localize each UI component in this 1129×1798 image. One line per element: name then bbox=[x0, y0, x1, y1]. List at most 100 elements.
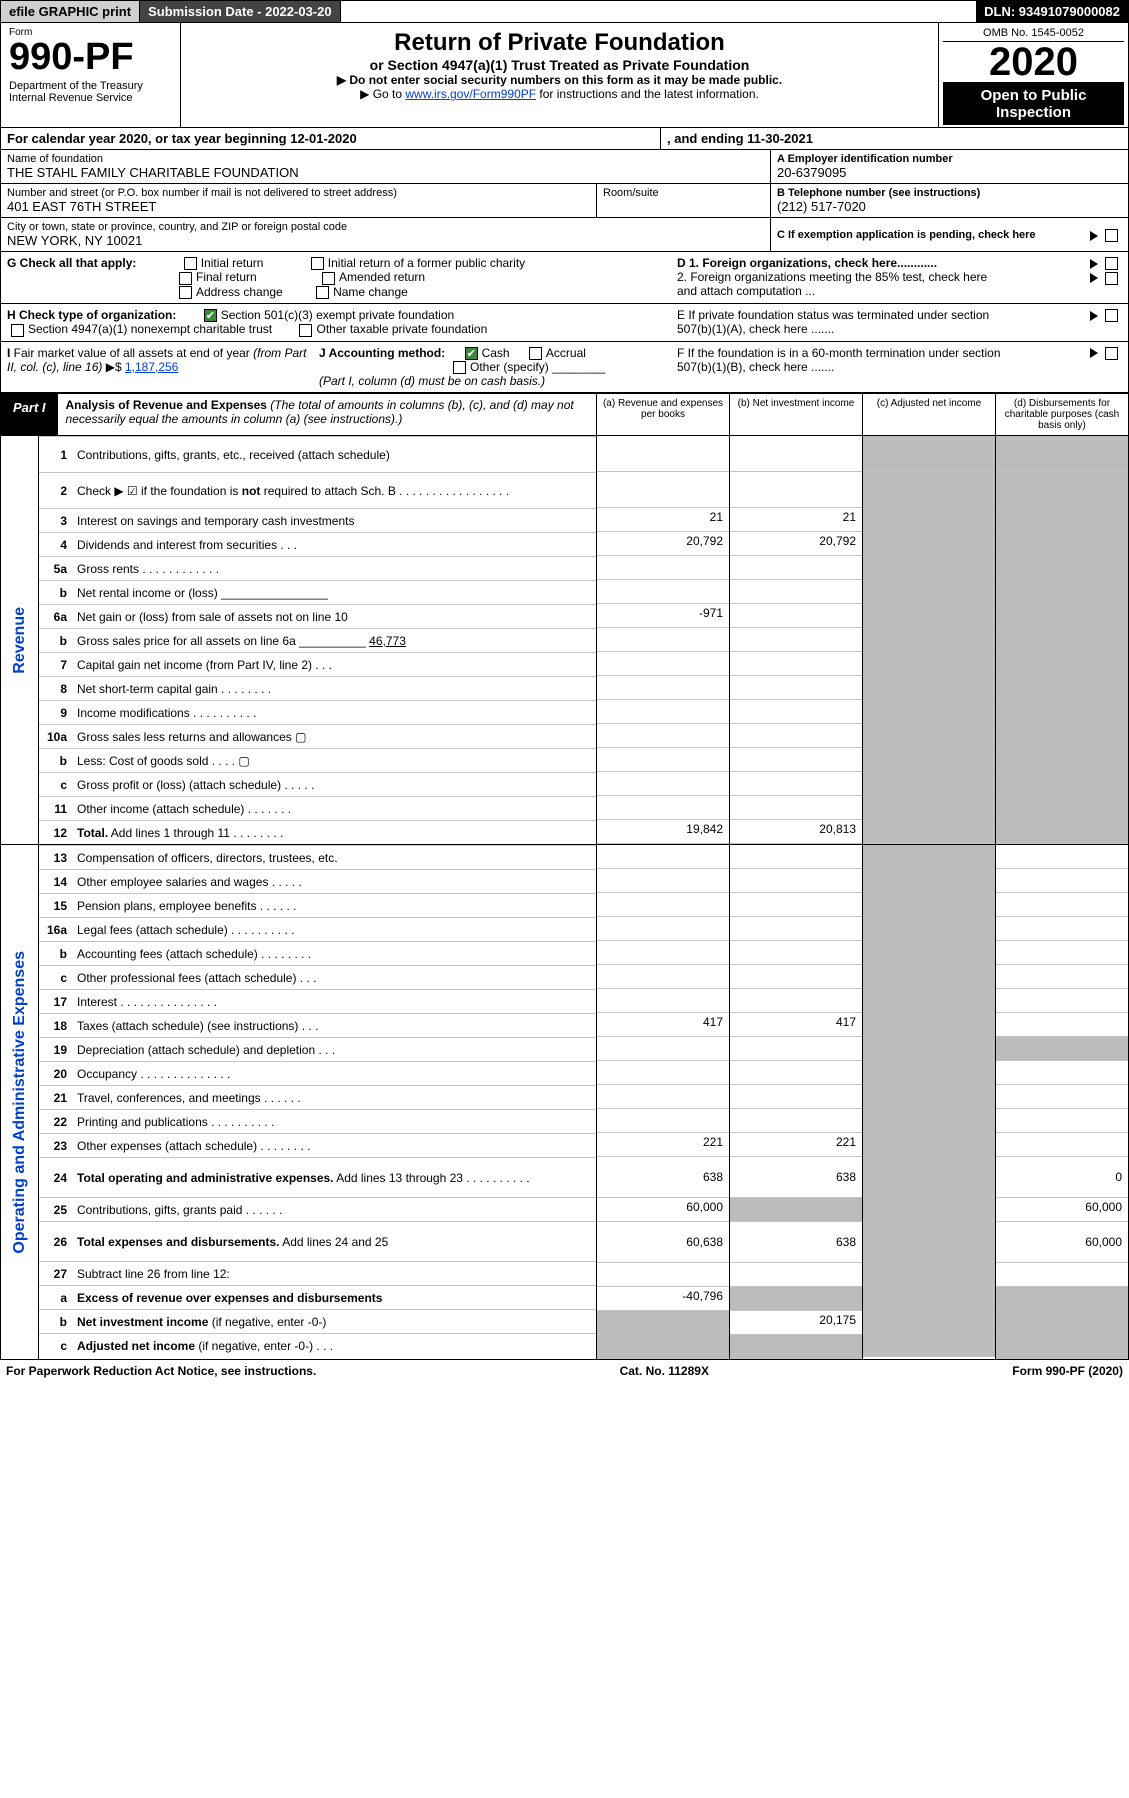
line-text: Total. Add lines 1 through 11 . . . . . … bbox=[73, 824, 596, 842]
amount-cell bbox=[996, 1133, 1128, 1157]
amount-cell bbox=[996, 1037, 1128, 1061]
amount-cell: 20,792 bbox=[597, 532, 729, 556]
line-number: b bbox=[39, 947, 73, 961]
g-initial[interactable] bbox=[184, 257, 197, 270]
amount-cell bbox=[863, 845, 995, 869]
g-address[interactable] bbox=[179, 286, 192, 299]
line-number: 16a bbox=[39, 923, 73, 937]
amount-cell bbox=[730, 917, 862, 941]
line-text: Income modifications . . . . . . . . . . bbox=[73, 704, 596, 722]
amount-cell bbox=[996, 1335, 1128, 1359]
line-text: Legal fees (attach schedule) . . . . . .… bbox=[73, 921, 596, 939]
j-accrual[interactable] bbox=[529, 347, 542, 360]
amount-cell bbox=[996, 724, 1128, 748]
line-number: c bbox=[39, 778, 73, 792]
period-row: For calendar year 2020, or tax year begi… bbox=[0, 128, 1129, 150]
amount-cell bbox=[863, 989, 995, 1013]
ein: 20-6379095 bbox=[777, 165, 1122, 180]
line-text: Gross rents . . . . . . . . . . . . bbox=[73, 560, 596, 578]
amount-cell bbox=[730, 1287, 862, 1311]
amount-cell bbox=[597, 1085, 729, 1109]
g-final[interactable] bbox=[179, 272, 192, 285]
amount-cell bbox=[597, 1109, 729, 1133]
amount-cell bbox=[597, 965, 729, 989]
line-text: Total operating and administrative expen… bbox=[73, 1169, 596, 1187]
g-amended[interactable] bbox=[322, 272, 335, 285]
amount-cell bbox=[863, 676, 995, 700]
line-text: Accounting fees (attach schedule) . . . … bbox=[73, 945, 596, 963]
efile-label[interactable]: efile GRAPHIC print bbox=[1, 1, 140, 22]
line-text: Interest on savings and temporary cash i… bbox=[73, 512, 596, 530]
section-side-label: Operating and Administrative Expenses bbox=[11, 951, 29, 1254]
amount-cell bbox=[863, 604, 995, 628]
amount-cell bbox=[863, 1221, 995, 1261]
arrow-icon bbox=[1090, 231, 1098, 241]
f-check[interactable] bbox=[1105, 347, 1118, 360]
amount-cell bbox=[863, 1061, 995, 1085]
amount-cell: 638 bbox=[597, 1157, 729, 1198]
amount-cell: 638 bbox=[730, 1222, 862, 1263]
amount-cell bbox=[730, 628, 862, 652]
g-name[interactable] bbox=[316, 286, 329, 299]
open-to-public: Open to Public Inspection bbox=[943, 83, 1124, 125]
amount-cell bbox=[597, 845, 729, 869]
j-other[interactable] bbox=[453, 361, 466, 374]
phone-label: B Telephone number (see instructions) bbox=[777, 187, 1122, 199]
line-number: 20 bbox=[39, 1067, 73, 1081]
amount-cell bbox=[730, 1085, 862, 1109]
amount-cell bbox=[597, 1335, 729, 1359]
j-cash[interactable] bbox=[465, 347, 478, 360]
line-text: Check ▶ ☑ if the foundation is not requi… bbox=[73, 482, 596, 500]
line-text: Occupancy . . . . . . . . . . . . . . bbox=[73, 1065, 596, 1083]
line-text: Printing and publications . . . . . . . … bbox=[73, 1113, 596, 1131]
line-number: 21 bbox=[39, 1091, 73, 1105]
amount-cell bbox=[730, 1335, 862, 1359]
amount-cell: 21 bbox=[730, 508, 862, 532]
amount-cell bbox=[597, 917, 729, 941]
amount-cell bbox=[996, 628, 1128, 652]
h-other[interactable] bbox=[299, 324, 312, 337]
footer-left: For Paperwork Reduction Act Notice, see … bbox=[6, 1364, 316, 1378]
amount-cell bbox=[863, 652, 995, 676]
name-label: Name of foundation bbox=[7, 153, 764, 165]
amount-cell bbox=[730, 1198, 862, 1222]
amount-cell bbox=[996, 604, 1128, 628]
amount-cell bbox=[996, 1085, 1128, 1109]
city: NEW YORK, NY 10021 bbox=[7, 233, 764, 248]
amount-cell bbox=[996, 436, 1128, 472]
col-b-hdr: (b) Net investment income bbox=[730, 394, 863, 435]
line-number: b bbox=[39, 634, 73, 648]
col-d-hdr: (d) Disbursements for charitable purpose… bbox=[996, 394, 1128, 435]
submission-date: Submission Date - 2022-03-20 bbox=[140, 1, 341, 22]
amount-cell bbox=[597, 941, 729, 965]
amount-cell bbox=[996, 748, 1128, 772]
line-text: Other income (attach schedule) . . . . .… bbox=[73, 800, 596, 818]
amount-cell: 417 bbox=[730, 1013, 862, 1037]
line-text: Dividends and interest from securities .… bbox=[73, 536, 596, 554]
amount-cell bbox=[730, 580, 862, 604]
note-1: ▶ Do not enter social security numbers o… bbox=[187, 73, 932, 87]
e-check[interactable] bbox=[1105, 309, 1118, 322]
amount-cell bbox=[597, 1311, 729, 1335]
h-4947[interactable] bbox=[11, 324, 24, 337]
amount-cell bbox=[996, 917, 1128, 941]
irs-link[interactable]: www.irs.gov/Form990PF bbox=[405, 87, 536, 101]
d2-check[interactable] bbox=[1105, 272, 1118, 285]
amount-cell bbox=[597, 556, 729, 580]
h-501c3[interactable] bbox=[204, 309, 217, 322]
c-checkbox[interactable] bbox=[1105, 229, 1118, 242]
amount-cell bbox=[996, 1061, 1128, 1085]
d1-check[interactable] bbox=[1105, 257, 1118, 270]
amount-cell bbox=[996, 1287, 1128, 1311]
footer: For Paperwork Reduction Act Notice, see … bbox=[0, 1360, 1129, 1382]
amount-cell bbox=[863, 1261, 995, 1285]
amount-cell bbox=[730, 700, 862, 724]
line-text: Net investment income (if negative, ente… bbox=[73, 1313, 596, 1331]
amount-cell bbox=[863, 1157, 995, 1197]
amount-cell bbox=[597, 580, 729, 604]
amount-cell bbox=[863, 869, 995, 893]
line-text: Net rental income or (loss) ____________… bbox=[73, 584, 596, 602]
col-c-hdr: (c) Adjusted net income bbox=[863, 394, 996, 435]
tax-year: 2020 bbox=[943, 42, 1124, 83]
g-initial-former[interactable] bbox=[311, 257, 324, 270]
